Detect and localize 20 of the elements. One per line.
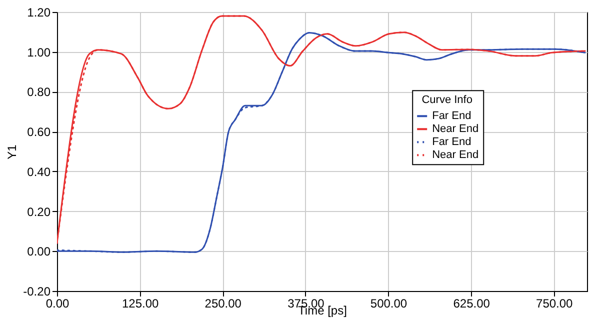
y-tick-label: 0.60 — [27, 125, 51, 140]
x-tick-label: 625.00 — [453, 296, 490, 310]
legend-label: Near End — [432, 149, 479, 162]
y-tick-label: 0.20 — [27, 204, 51, 219]
x-tick-label: 0.00 — [46, 296, 70, 310]
legend-label: Far End — [432, 136, 472, 148]
y-tick-label: -0.20 — [23, 284, 51, 298]
x-tick-label: 250.00 — [204, 296, 242, 310]
legend-label: Far End — [432, 110, 472, 122]
legend-label: Near End — [432, 123, 479, 136]
x-tick-label: 125.00 — [122, 296, 159, 310]
y-tick-label: 0.80 — [27, 85, 51, 100]
y-tick-label: 1.00 — [27, 45, 51, 60]
y-axis-title: Y1 — [5, 144, 20, 160]
y-tick-label: 0.00 — [27, 244, 51, 259]
y-tick-label: 0.40 — [27, 164, 51, 179]
x-tick-label: 500.00 — [370, 296, 408, 310]
y-tick-label: 1.20 — [27, 6, 51, 20]
legend-title: Curve Info — [422, 94, 472, 106]
x-tick-label: 750.00 — [536, 296, 574, 310]
